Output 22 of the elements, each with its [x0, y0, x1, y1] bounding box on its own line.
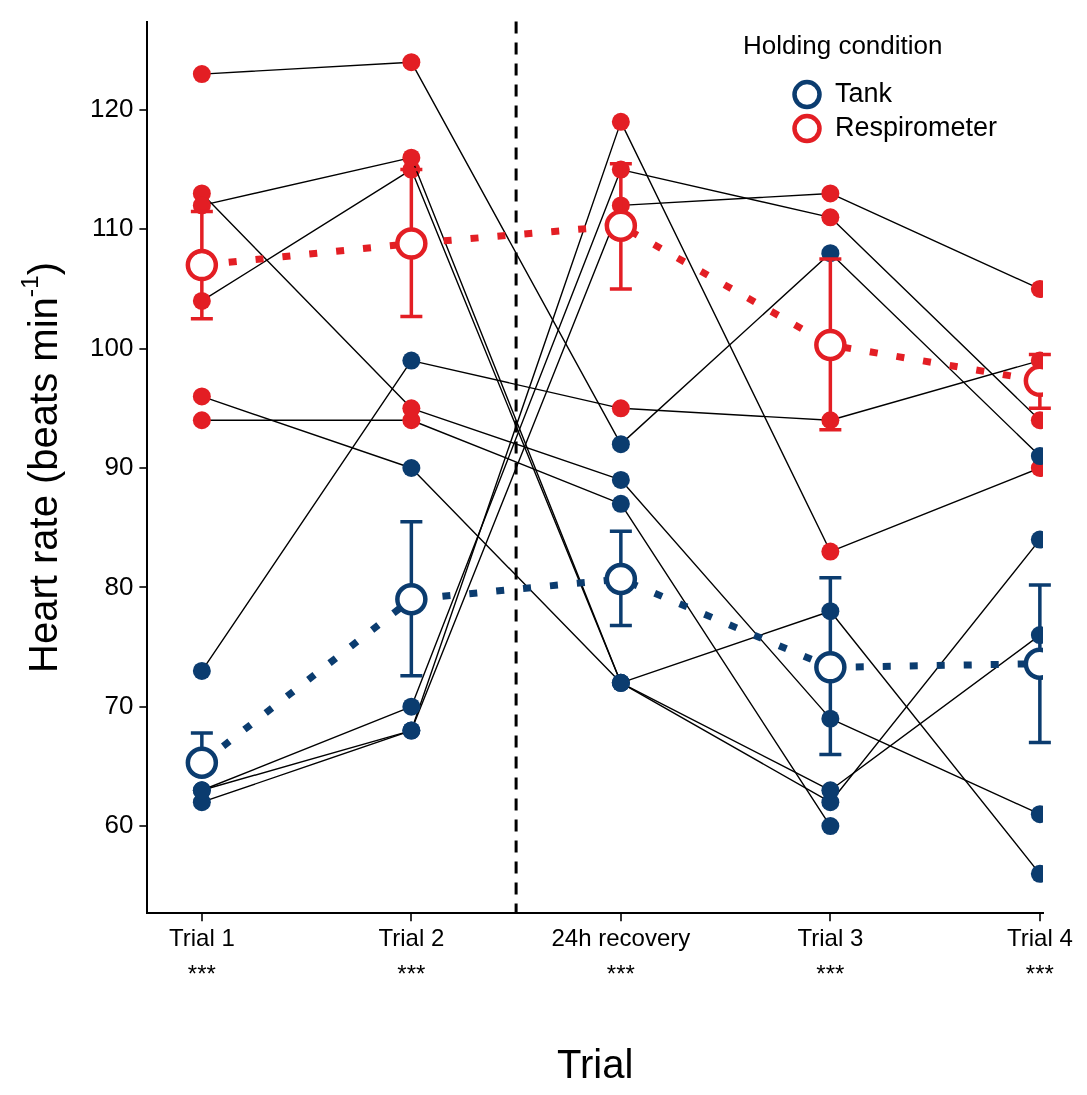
y-tick-label: 90	[104, 451, 134, 482]
y-tick-label: 100	[89, 331, 134, 362]
text: ***	[187, 959, 216, 987]
text: ***	[816, 959, 845, 987]
x-tick-label: 24h recovery	[551, 924, 691, 952]
y-tick-label: 110	[91, 212, 134, 243]
text: ***	[606, 959, 635, 987]
y-axis-title: Heart rate (beats min-1)	[15, 261, 66, 673]
legend-title: Holding condition	[743, 29, 943, 60]
x-axis-title: Trial	[557, 1042, 634, 1087]
x-tick-label: Trial 2	[378, 924, 445, 952]
y-tick-label: 120	[89, 93, 134, 124]
y-tick-label: 60	[104, 809, 134, 840]
y-tick-label: 80	[104, 570, 134, 601]
x-tick-label: Trial 1	[168, 924, 235, 952]
legend-label: Respirometer	[835, 112, 998, 143]
y-tick-label: 70	[104, 689, 134, 720]
x-tick-label: Trial 4	[1006, 924, 1073, 952]
text: ***	[1025, 959, 1054, 987]
text: ***	[397, 959, 426, 987]
legend-label: Tank	[835, 78, 893, 109]
x-tick-label: Trial 3	[797, 924, 864, 952]
